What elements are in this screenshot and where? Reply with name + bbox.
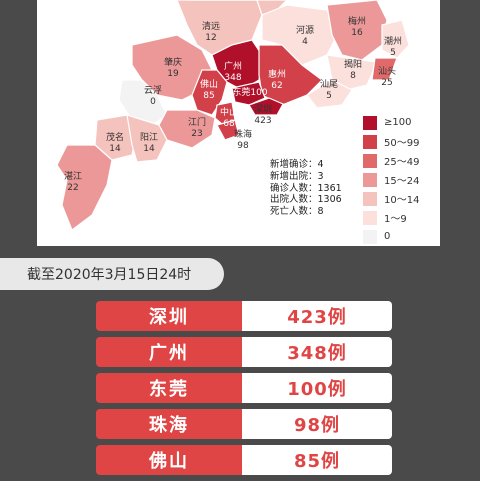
city-label-dongguan: 东莞100 xyxy=(232,88,268,98)
ranking-city: 佛山 xyxy=(96,445,242,475)
city-label-jiangmen: 江门 23 xyxy=(187,118,207,139)
ranking-row: 广州 348例 xyxy=(96,337,392,367)
ranking-value: 423例 xyxy=(242,301,392,331)
legend-item: 50～99 xyxy=(363,132,419,151)
ranking-city: 广州 xyxy=(96,337,242,367)
city-label-huizhou: 惠州 62 xyxy=(267,70,287,91)
region-dongguan[interactable] xyxy=(231,81,266,106)
city-label-maoming: 茂名 14 xyxy=(105,133,125,154)
legend-item: 10～14 xyxy=(363,189,419,208)
region-yunfu[interactable] xyxy=(118,79,168,126)
ranking-value: 98例 xyxy=(242,409,392,439)
region-shantou[interactable] xyxy=(371,57,398,81)
guangdong-map xyxy=(56,0,410,231)
region-yangjiang[interactable] xyxy=(126,114,168,163)
city-label-shanwei: 汕尾 5 xyxy=(319,80,339,101)
legend-item: 0 xyxy=(363,227,419,246)
legend-swatch xyxy=(363,191,377,206)
city-label-zhuhai: 珠海 98 xyxy=(233,130,253,151)
city-label-shantou: 汕头 25 xyxy=(377,67,397,88)
legend-swatch xyxy=(363,134,377,149)
ranking-city: 珠海 xyxy=(96,409,242,439)
stat-discharged-total: 出院人数：1306 xyxy=(270,194,342,206)
date-banner: 截至2020年3月15日24时 xyxy=(0,258,224,290)
stat-deaths: 死亡人数：8 xyxy=(270,206,324,218)
ranking-list: 深圳 423例 广州 348例 东莞 100例 珠海 98例 佛山 85例 xyxy=(96,301,392,481)
ranking-value: 348例 xyxy=(242,337,392,367)
ranking-city: 东莞 xyxy=(96,373,242,403)
city-label-zhaoqing: 肇庆 19 xyxy=(163,58,183,79)
region-zhuhai[interactable] xyxy=(216,119,240,141)
legend-swatch xyxy=(363,153,377,168)
region-shenzhen[interactable] xyxy=(248,97,284,116)
city-label-chaozhou: 潮州 5 xyxy=(383,37,403,58)
city-label-yunfu: 云浮 0 xyxy=(143,86,163,107)
city-label-foshan: 佛山 85 xyxy=(199,80,219,101)
legend-swatch xyxy=(363,210,377,225)
city-label-qingyuan: 清远 12 xyxy=(201,22,221,43)
city-label-meizhou: 梅州 16 xyxy=(347,17,367,38)
ranking-value: 85例 xyxy=(242,445,392,475)
ranking-row: 深圳 423例 xyxy=(96,301,392,331)
city-label-shenzhen: 深圳 423 xyxy=(253,105,273,126)
ranking-row: 珠海 98例 xyxy=(96,409,392,439)
stat-new-confirmed: 新增确诊：4 xyxy=(270,159,324,170)
map-legend: ≥100 50～99 25～49 15～24 10～14 1～9 0 xyxy=(363,113,419,246)
legend-item: 25～49 xyxy=(363,151,419,170)
region-shanwei[interactable] xyxy=(306,79,353,109)
stat-new-discharged: 新增出院：3 xyxy=(270,170,324,182)
ranking-row: 东莞 100例 xyxy=(96,373,392,403)
legend-swatch xyxy=(363,115,377,130)
region-meizhou[interactable] xyxy=(326,0,388,61)
legend-item: ≥100 xyxy=(363,113,419,132)
city-label-zhanjiang: 湛江 22 xyxy=(63,172,83,193)
region-chaozhou[interactable] xyxy=(381,19,410,59)
stats-block: 新增确诊：4 新增出院：3 确诊人数：1361 出院人数：1306 死亡人数：8 xyxy=(270,159,342,218)
city-label-yangjiang: 阳江 14 xyxy=(139,133,159,154)
legend-item: 15～24 xyxy=(363,170,419,189)
region-zhanjiang[interactable] xyxy=(56,144,113,231)
city-label-guangzhou: 广州 348 xyxy=(223,62,243,83)
ranking-row: 佛山 85例 xyxy=(96,445,392,475)
ranking-city: 深圳 xyxy=(96,301,242,331)
map-card: 清远 12 河源 4 梅州 16 潮州 5 肇庆 19 广州 348 惠州 62 揭阳 8 汕头… xyxy=(37,0,440,246)
legend-swatch xyxy=(363,172,377,187)
stat-confirmed-total: 确诊人数：1361 xyxy=(270,182,342,194)
city-label-heyuan: 河源 4 xyxy=(295,26,315,47)
city-label-jieyang: 揭阳 8 xyxy=(343,60,363,81)
city-label-zhongshan: 中山 68 xyxy=(219,108,239,129)
legend-item: 1～9 xyxy=(363,208,419,227)
ranking-value: 100例 xyxy=(242,373,392,403)
legend-swatch xyxy=(363,229,377,244)
